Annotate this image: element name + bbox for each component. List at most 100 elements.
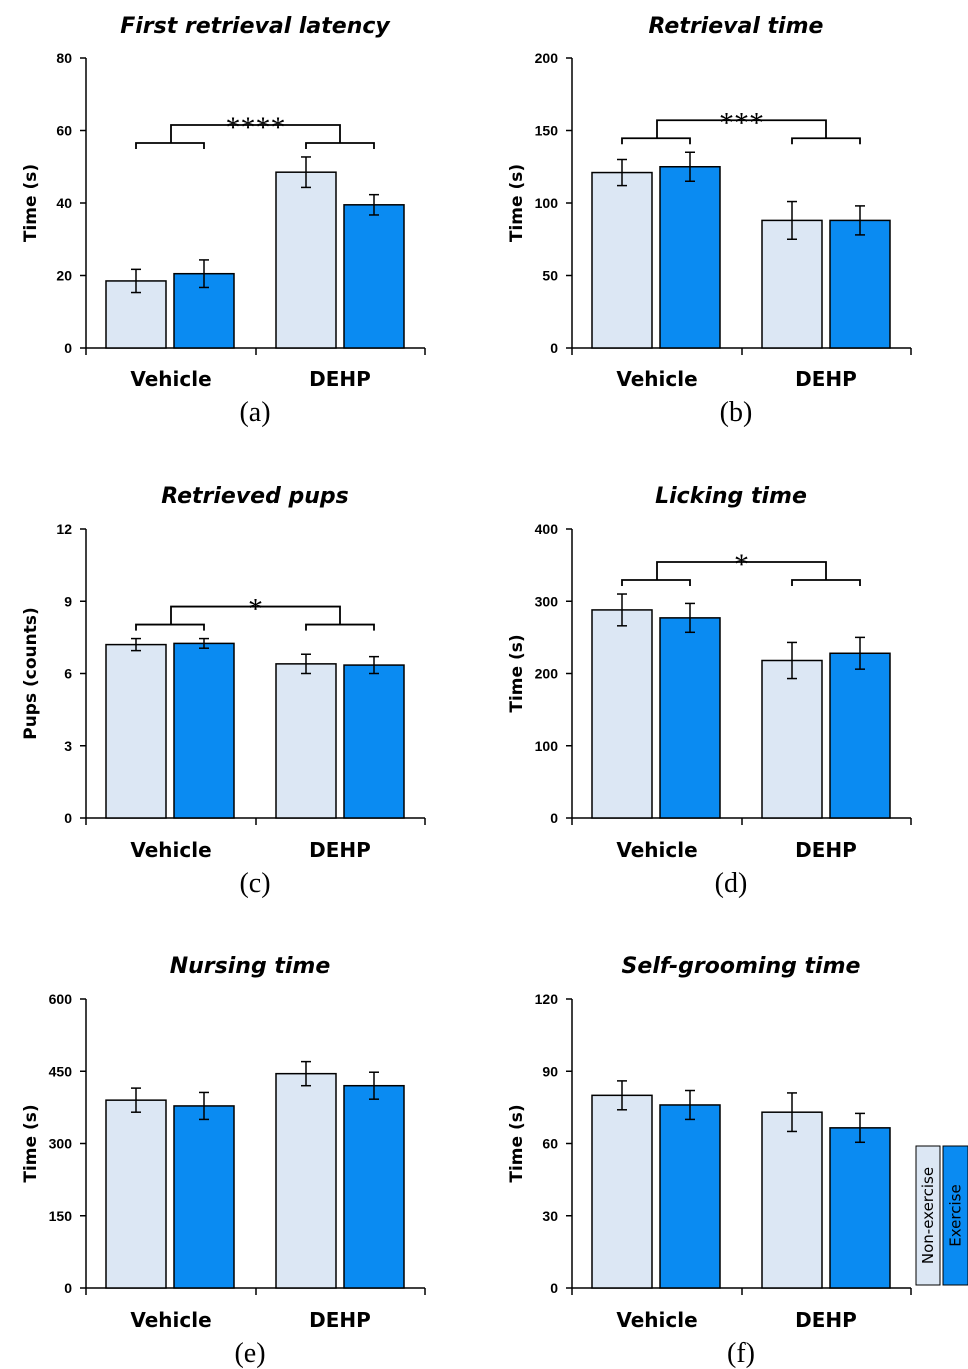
panel-label: (b) bbox=[720, 397, 753, 428]
significance-sub-bracket bbox=[621, 137, 691, 145]
y-axis-label: Time (s) bbox=[507, 1104, 527, 1182]
y-tick-label: 60 bbox=[542, 1136, 558, 1152]
bar-vehicle-exercise bbox=[173, 272, 235, 349]
bar-dehp-non-exercise bbox=[275, 1072, 337, 1289]
bar-vehicle-non-exercise bbox=[591, 1094, 653, 1289]
y-tick-label: 40 bbox=[56, 195, 72, 211]
y-axis-label: Time (s) bbox=[21, 164, 41, 242]
significance-bracket bbox=[170, 124, 341, 143]
significance-bracket bbox=[656, 119, 827, 139]
y-tick-label: 300 bbox=[535, 593, 559, 609]
chart-title: First retrieval latency bbox=[120, 14, 391, 39]
x-category-label: DEHP bbox=[309, 1308, 371, 1332]
y-axis-label: Time (s) bbox=[21, 1104, 41, 1182]
y-tick-label: 20 bbox=[56, 268, 72, 284]
legend: Non-exercise Exercise bbox=[915, 1145, 968, 1286]
bar-dehp-non-exercise bbox=[761, 1111, 823, 1289]
y-tick-label: 6 bbox=[64, 666, 72, 682]
y-tick-label: 0 bbox=[64, 1280, 72, 1296]
y-tick-label: 100 bbox=[535, 738, 559, 754]
y-axis-label: Time (s) bbox=[507, 164, 527, 242]
significance-sub-bracket bbox=[791, 579, 861, 587]
panel-label: (c) bbox=[239, 868, 270, 899]
x-category-label: Vehicle bbox=[616, 1308, 697, 1332]
chart-panel-d: Licking time Time (s) 0 100 200 300 400 Vehicle… bbox=[507, 484, 912, 899]
y-tick-label: 200 bbox=[535, 666, 559, 682]
legend-label: Non-exercise bbox=[919, 1167, 937, 1264]
bar-vehicle-exercise bbox=[173, 1105, 235, 1289]
y-tick-label: 80 bbox=[56, 50, 72, 66]
significance-marker: * bbox=[734, 548, 749, 581]
legend-swatch-non-exercise bbox=[915, 1145, 941, 1286]
chart-panel-c: Retrieved pups Pups (counts) 0 3 6 9 12 Vehicle… bbox=[21, 484, 426, 899]
y-tick-label: 200 bbox=[535, 50, 559, 66]
y-tick-label: 150 bbox=[49, 1208, 73, 1224]
y-tick-label: 150 bbox=[535, 123, 559, 139]
y-axis-label: Time (s) bbox=[507, 634, 527, 712]
bar-vehicle-non-exercise bbox=[591, 171, 653, 349]
bar-dehp-exercise bbox=[343, 664, 405, 819]
chart-panel-e: Nursing time Time (s) 0 150 300 450 600 Vehicle… bbox=[21, 954, 426, 1369]
significance-marker: *** bbox=[719, 106, 764, 139]
significance-sub-bracket bbox=[135, 623, 205, 631]
y-tick-label: 300 bbox=[49, 1136, 73, 1152]
y-tick-label: 0 bbox=[64, 340, 72, 356]
y-tick-label: 90 bbox=[542, 1063, 558, 1079]
x-category-label: DEHP bbox=[795, 838, 857, 862]
bar-dehp-non-exercise bbox=[761, 659, 823, 819]
y-tick-label: 0 bbox=[550, 810, 558, 826]
y-tick-label: 0 bbox=[550, 340, 558, 356]
significance-sub-bracket bbox=[305, 142, 375, 149]
significance-bracket bbox=[656, 561, 827, 581]
bar-vehicle-non-exercise bbox=[591, 609, 653, 819]
chart-panel-a: First retrieval latency Time (s) 0 20 40 60 80… bbox=[21, 14, 426, 428]
panel-label: (e) bbox=[234, 1338, 265, 1369]
bar-dehp-exercise bbox=[829, 1127, 891, 1289]
y-tick-label: 600 bbox=[49, 991, 73, 1007]
chart-title: Retrieved pups bbox=[161, 484, 349, 509]
bar-dehp-exercise bbox=[829, 219, 891, 349]
bar-dehp-non-exercise bbox=[761, 219, 823, 349]
bar-dehp-non-exercise bbox=[275, 171, 337, 349]
chart-title: Nursing time bbox=[170, 954, 331, 979]
y-tick-label: 400 bbox=[535, 521, 559, 537]
significance-marker: * bbox=[248, 593, 263, 626]
panel-label: (f) bbox=[727, 1338, 755, 1369]
x-category-label: Vehicle bbox=[130, 1308, 211, 1332]
bar-vehicle-exercise bbox=[659, 166, 721, 349]
y-tick-label: 12 bbox=[56, 521, 72, 537]
bar-vehicle-non-exercise bbox=[105, 1099, 167, 1289]
bar-dehp-exercise bbox=[343, 1084, 405, 1289]
legend-label: Exercise bbox=[947, 1184, 965, 1246]
chart-title: Retrieval time bbox=[649, 14, 824, 39]
x-category-label: DEHP bbox=[795, 1308, 857, 1332]
significance-sub-bracket bbox=[791, 137, 861, 145]
bar-vehicle-exercise bbox=[659, 617, 721, 819]
significance-bracket bbox=[170, 605, 341, 625]
x-category-label: DEHP bbox=[309, 367, 371, 391]
x-category-label: DEHP bbox=[309, 838, 371, 862]
y-tick-label: 30 bbox=[542, 1208, 558, 1224]
x-category-label: Vehicle bbox=[616, 838, 697, 862]
x-category-label: Vehicle bbox=[616, 367, 697, 391]
bar-dehp-non-exercise bbox=[275, 663, 337, 819]
significance-sub-bracket bbox=[621, 579, 691, 587]
y-tick-label: 120 bbox=[535, 991, 559, 1007]
significance-sub-bracket bbox=[135, 142, 205, 149]
y-tick-label: 9 bbox=[64, 593, 72, 609]
chart-panel-b: Retrieval time Time (s) 0 50 100 150 200 Vehicl… bbox=[507, 14, 912, 428]
significance-sub-bracket bbox=[305, 623, 375, 631]
y-axis-label: Pups (counts) bbox=[21, 607, 41, 740]
y-tick-label: 50 bbox=[542, 268, 558, 284]
y-tick-label: 3 bbox=[64, 738, 72, 754]
chart-title: Self-grooming time bbox=[622, 954, 861, 979]
panel-label: (a) bbox=[239, 397, 270, 428]
bar-dehp-exercise bbox=[343, 204, 405, 349]
x-category-label: DEHP bbox=[795, 367, 857, 391]
y-tick-label: 0 bbox=[550, 1280, 558, 1296]
y-tick-label: 100 bbox=[535, 195, 559, 211]
significance-marker: **** bbox=[226, 111, 286, 144]
bar-vehicle-non-exercise bbox=[105, 643, 167, 819]
chart-title: Licking time bbox=[655, 484, 807, 509]
